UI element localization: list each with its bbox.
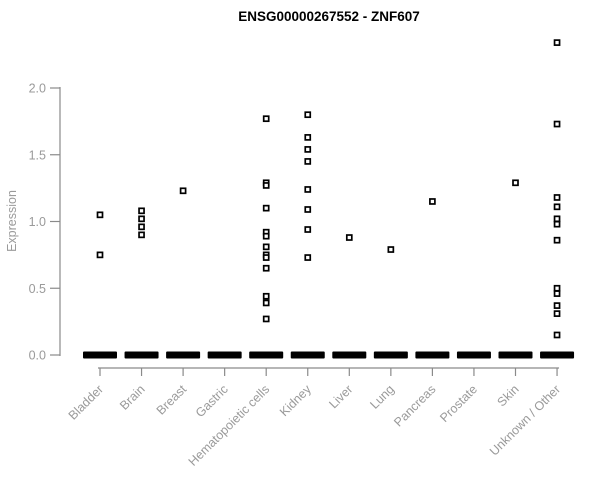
y-tick-label: 1.0 (29, 215, 46, 229)
data-point (429, 198, 436, 205)
data-point (262, 232, 270, 240)
zero-cluster-bar (83, 351, 117, 359)
data-point (138, 207, 145, 215)
data-point (304, 158, 312, 165)
x-category-label: Liver (326, 382, 355, 411)
data-point (179, 187, 187, 195)
data-point (262, 182, 270, 189)
data-point (553, 120, 561, 128)
data-point (553, 310, 561, 317)
zero-cluster-bars (83, 351, 575, 359)
zero-cluster-bar (166, 351, 201, 359)
x-category-label: Prostate (437, 382, 480, 425)
data-point (553, 302, 561, 309)
data-point (512, 179, 519, 187)
data-point (553, 284, 561, 292)
data-points (96, 39, 561, 339)
data-point (553, 331, 561, 339)
data-point (304, 146, 312, 153)
data-point (553, 236, 561, 244)
data-point (304, 111, 312, 119)
x-category-label: Pancreas (391, 382, 438, 429)
data-point (262, 292, 270, 300)
x-category-label: Hematopoietic cells (186, 382, 273, 469)
data-point (553, 203, 561, 211)
data-point (138, 223, 145, 231)
data-point (262, 204, 270, 212)
x-category-label: Lung (367, 382, 397, 412)
x-category-label: Unknown / Other (487, 382, 563, 458)
data-point (262, 115, 270, 123)
zero-cluster-bar (207, 351, 242, 359)
data-point (553, 215, 561, 223)
zero-cluster-bar (124, 351, 159, 359)
x-category-label: Breast (154, 382, 190, 418)
data-point (96, 251, 104, 259)
y-tick-label: 0.0 (29, 349, 46, 363)
data-point (304, 186, 312, 193)
data-point (304, 134, 312, 141)
x-category-label: Bladder (66, 382, 106, 422)
x-category-label: Gastric (193, 382, 231, 420)
zero-cluster-bar (540, 351, 575, 359)
zero-cluster-bar (498, 351, 533, 359)
data-point (553, 290, 561, 297)
data-point (262, 315, 270, 323)
data-point (553, 220, 561, 228)
data-point (553, 194, 561, 201)
y-tick-label: 0.5 (29, 282, 46, 296)
y-tick-label: 2.0 (29, 82, 46, 96)
data-point (262, 264, 270, 272)
data-point (345, 234, 353, 241)
zero-cluster-bar (373, 351, 408, 359)
zero-cluster-bar (290, 351, 325, 359)
zero-cluster-bar (456, 351, 491, 359)
data-point (387, 246, 395, 253)
zero-cluster-bar (332, 351, 367, 359)
data-point (262, 299, 270, 307)
data-point (304, 254, 312, 261)
chart-title: ENSG00000267552 - ZNF607 (238, 9, 420, 24)
y-axis-title: Expression (5, 190, 19, 252)
zero-cluster-bar (249, 351, 284, 359)
x-category-label: Skin (495, 382, 522, 409)
data-point (304, 206, 312, 213)
x-category-label: Brain (117, 382, 148, 413)
data-point (96, 211, 104, 219)
data-point (553, 39, 561, 46)
data-point (138, 231, 145, 239)
data-point (262, 254, 270, 261)
data-point (138, 215, 145, 223)
axes: 0.0 0.5 1.0 1.5 2.0 (29, 82, 560, 376)
x-category-label: Kidney (277, 382, 314, 419)
zero-cluster-bar (415, 351, 450, 359)
data-point (304, 226, 312, 233)
data-point (262, 243, 270, 251)
y-tick-label: 1.5 (29, 148, 46, 162)
